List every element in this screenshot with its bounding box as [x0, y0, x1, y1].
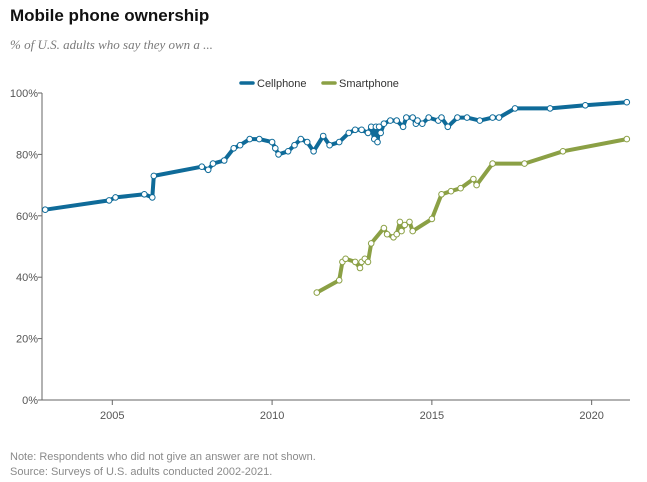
cellphone-point: [380, 120, 388, 127]
y-tick-label: 40%: [16, 272, 38, 284]
smartphone-point: [367, 240, 375, 247]
chart-title: Mobile phone ownership: [10, 6, 210, 25]
smartphone-point: [380, 224, 388, 232]
cellphone-point: [284, 148, 292, 155]
cellphone-point: [141, 191, 148, 198]
chart-legend: Cellphone Smartphone: [239, 78, 399, 90]
y-tick-label: 60%: [16, 211, 38, 223]
cellphone-point: [198, 163, 206, 170]
cellphone-point: [220, 157, 228, 164]
smartphone-point: [623, 135, 631, 143]
x-tick-label: 2005: [100, 410, 124, 422]
x-tick-label: 2020: [579, 410, 603, 422]
cellphone-point: [546, 105, 554, 112]
cellphone-point: [358, 126, 365, 134]
chart-note: Note: Respondents who did not give an an…: [10, 451, 316, 463]
cellphone-point: [236, 141, 244, 149]
smartphone-point: [335, 277, 343, 284]
y-tick-label: 80%: [16, 149, 38, 161]
smartphone-point: [409, 227, 417, 235]
cellphone-point: [454, 114, 461, 121]
cellphone-point: [291, 141, 298, 149]
cellphone-point: [326, 141, 333, 149]
cellphone-point: [438, 114, 445, 121]
cellphone-point: [272, 145, 279, 152]
smartphone-point: [457, 184, 464, 192]
cellphone-point: [209, 160, 217, 167]
chart-subtitle: % of U.S. adults who say they own a ...: [10, 37, 213, 52]
cellphone-point: [41, 206, 49, 213]
smartphone-point: [521, 160, 528, 167]
cellphone-point: [403, 114, 410, 121]
smartphone-point: [393, 230, 401, 238]
cellphone-point: [256, 135, 263, 143]
chart-series: [41, 98, 631, 296]
smartphone-point: [489, 160, 496, 167]
smartphone-point: [396, 218, 404, 226]
smartphone-point: [313, 289, 321, 296]
y-tick-label: 100%: [10, 88, 38, 100]
cellphone-point: [419, 120, 426, 127]
cellphone-point: [511, 105, 519, 112]
cellphone-point: [377, 129, 385, 137]
smartphone-point: [342, 255, 349, 263]
cellphone-point: [623, 98, 631, 106]
cellphone-point: [495, 114, 503, 121]
cellphone-point: [393, 117, 401, 124]
cellphone-point: [444, 123, 452, 131]
smartphone-point: [356, 264, 364, 272]
cellphone-point: [303, 138, 311, 146]
cellphone-point: [149, 194, 156, 201]
cellphone-point: [105, 197, 113, 204]
smartphone-line: [314, 137, 629, 295]
cellphone-point: [246, 135, 253, 143]
smartphone-point: [351, 258, 359, 266]
cellphone-point: [335, 138, 343, 146]
cellphone-point: [230, 145, 237, 152]
smartphone-point: [398, 227, 405, 235]
cellphone-point: [387, 117, 394, 124]
cellphone-point: [345, 129, 353, 137]
cellphone-point: [409, 114, 417, 121]
cellphone-point: [414, 117, 421, 124]
cellphone-point: [425, 114, 433, 121]
cellphone-point: [310, 148, 317, 155]
smartphone-point: [559, 148, 567, 155]
smartphone-point: [447, 187, 455, 195]
cellphone-point: [351, 126, 359, 134]
cellphone-legend-label: Cellphone: [257, 78, 307, 90]
cellphone-point: [204, 166, 212, 174]
cellphone-point: [319, 132, 327, 140]
smartphone-point: [383, 230, 391, 238]
cellphone-point: [112, 194, 119, 201]
cellphone-point: [150, 172, 158, 180]
cellphone-point: [275, 151, 282, 158]
smartphone-point: [401, 221, 409, 229]
cellphone-point: [374, 138, 381, 146]
cellphone-point: [375, 123, 383, 131]
cellphone-point: [476, 117, 484, 124]
chart-axes: 0% 20% 40% 60% 80% 100% 2005 2010 2015 2020: [10, 88, 630, 422]
y-tick-label: 0%: [22, 395, 38, 407]
y-tick-label: 20%: [16, 334, 38, 346]
cellphone-line: [43, 100, 629, 212]
x-tick-label: 2015: [420, 410, 444, 422]
cellphone-point: [463, 114, 471, 121]
cellphone-point: [582, 102, 589, 109]
smartphone-point: [428, 215, 436, 223]
chart-source: Source: Surveys of U.S. adults conducted…: [10, 466, 273, 478]
smartphone-point: [473, 181, 480, 189]
smartphone-legend-label: Smartphone: [339, 78, 399, 90]
x-tick-label: 2010: [260, 410, 284, 422]
smartphone-point: [438, 191, 445, 198]
cellphone-point: [399, 123, 407, 131]
smartphone-point: [470, 175, 477, 183]
cellphone-point: [364, 129, 372, 137]
cellphone-point: [489, 114, 496, 121]
cellphone-point: [297, 135, 305, 143]
smartphone-point: [406, 218, 413, 226]
smartphone-point: [364, 258, 372, 266]
cellphone-point: [268, 138, 276, 146]
